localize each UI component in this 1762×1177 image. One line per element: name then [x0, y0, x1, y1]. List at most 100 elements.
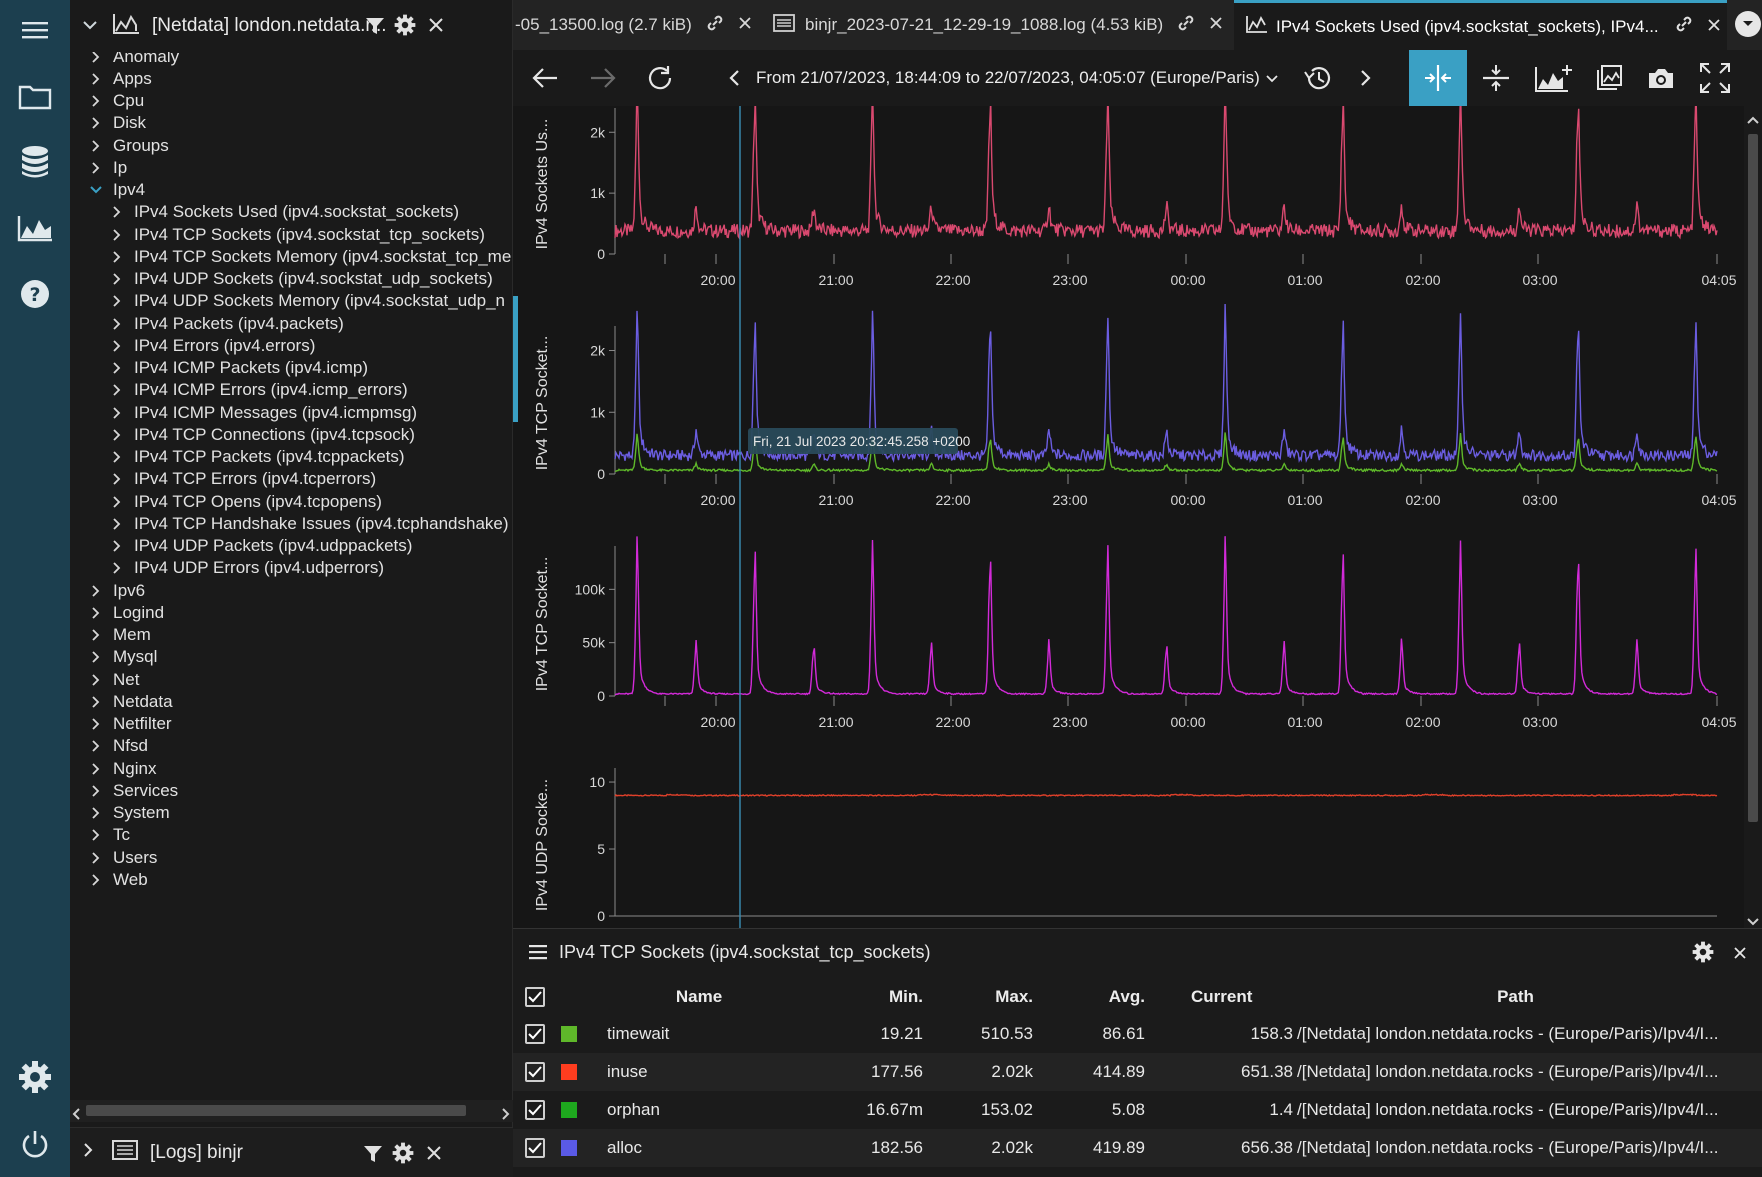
chevron-right-icon[interactable] — [108, 317, 126, 331]
chevron-right-icon[interactable] — [108, 539, 126, 553]
tree-item[interactable]: Groups — [87, 133, 169, 158]
header-avg[interactable]: Avg. — [1108, 987, 1145, 1006]
chevron-right-icon[interactable] — [108, 428, 126, 442]
tree-item[interactable]: IPv4 UDP Packets (ipv4.udppackets) — [108, 534, 412, 559]
tree-item[interactable]: Netdata — [87, 689, 173, 714]
folder-icon[interactable] — [15, 76, 55, 116]
table-row[interactable]: orphan 16.67m 153.02 5.08 1.4/[Netdata] lond… — [513, 1091, 1762, 1129]
chevron-right-icon[interactable] — [108, 205, 126, 219]
tree-item[interactable]: Users — [87, 845, 157, 870]
chevron-right-icon[interactable] — [87, 650, 105, 664]
history-icon[interactable] — [1295, 50, 1339, 106]
chart-icon[interactable] — [15, 208, 55, 248]
series-color-swatch[interactable] — [561, 1140, 577, 1156]
source-settings-icon[interactable] — [394, 14, 416, 41]
table-row[interactable]: timewait 19.21 510.53 86.61 158.3/[Netdata] … — [513, 1015, 1762, 1053]
chevron-right-icon[interactable] — [87, 606, 105, 620]
chevron-right-icon[interactable] — [87, 584, 105, 598]
chevron-right-icon[interactable] — [87, 628, 105, 642]
tree-item[interactable]: IPv4 TCP Handshake Issues (ipv4.tcphands… — [108, 511, 509, 536]
tree-item[interactable]: Netfilter — [87, 712, 172, 737]
tree-item[interactable]: IPv4 TCP Opens (ipv4.tcpopens) — [108, 489, 382, 514]
camera-icon[interactable] — [1635, 50, 1687, 106]
chevron-right-icon[interactable] — [87, 139, 105, 153]
chevron-right-icon[interactable] — [87, 762, 105, 776]
charts-area[interactable]: IPv4 Sockets Us... 2k 1k 0 20:00 21:00 22:00 23… — [513, 106, 1762, 928]
tree-item[interactable]: IPv4 ICMP Packets (ipv4.icmp) — [108, 356, 368, 381]
expand-chevron-icon[interactable] — [82, 1142, 94, 1163]
vertical-scrollbar[interactable] — [1744, 106, 1762, 928]
chevron-right-icon[interactable] — [108, 495, 126, 509]
filter-icon[interactable] — [365, 16, 385, 41]
header-max[interactable]: Max. — [995, 987, 1033, 1006]
panel-settings-icon[interactable] — [1692, 941, 1714, 968]
tree-item[interactable]: IPv4 TCP Sockets (ipv4.sockstat_tcp_sock… — [108, 222, 485, 247]
tree-item[interactable]: Services — [87, 778, 178, 803]
chevron-right-icon[interactable] — [87, 52, 105, 64]
next-range-icon[interactable] — [1351, 50, 1381, 106]
tree-item[interactable]: IPv4 Packets (ipv4.packets) — [108, 311, 344, 336]
database-icon[interactable] — [15, 142, 55, 182]
tree-item[interactable]: Nfsd — [87, 734, 148, 759]
fullscreen-icon[interactable] — [1687, 50, 1743, 106]
scroll-left-icon[interactable] — [72, 1105, 82, 1125]
series-checkbox[interactable] — [525, 1062, 545, 1082]
link-icon[interactable] — [1675, 15, 1693, 38]
tree-item[interactable]: Ipv4 — [87, 178, 145, 203]
tree-item[interactable]: IPv4 TCP Packets (ipv4.tcppackets) — [108, 445, 405, 470]
chevron-right-icon[interactable] — [87, 695, 105, 709]
tab-log-13500[interactable]: -05_13500.log (2.7 kiB) — [513, 0, 758, 50]
header-min[interactable]: Min. — [889, 987, 923, 1006]
previous-range-icon[interactable] — [719, 50, 749, 106]
table-row[interactable]: inuse 177.56 2.02k 414.89 651.38/[Netdata] l… — [513, 1053, 1762, 1091]
scrollbar-thumb[interactable] — [86, 1105, 466, 1116]
chevron-right-icon[interactable] — [87, 673, 105, 687]
logs-source-header[interactable]: [Logs] binjr — [70, 1127, 513, 1177]
chevron-right-icon[interactable] — [108, 472, 126, 486]
series-color-swatch[interactable] — [561, 1102, 577, 1118]
chevron-right-icon[interactable] — [87, 828, 105, 842]
scroll-right-icon[interactable] — [500, 1105, 510, 1125]
tree-item[interactable]: Net — [87, 667, 139, 692]
close-icon[interactable] — [428, 17, 444, 38]
tree-item[interactable]: Ip — [87, 155, 127, 180]
menu-icon[interactable] — [15, 10, 55, 50]
help-icon[interactable]: ? — [15, 274, 55, 314]
tree-item[interactable]: IPv4 TCP Errors (ipv4.tcperrors) — [108, 467, 376, 492]
chevron-right-icon[interactable] — [108, 517, 126, 531]
scroll-down-icon[interactable] — [1747, 912, 1759, 932]
chevron-right-icon[interactable] — [108, 450, 126, 464]
add-chart-icon[interactable] — [1525, 50, 1583, 106]
series-checkbox[interactable] — [525, 1024, 545, 1044]
horizontal-scrollbar[interactable] — [70, 1100, 513, 1122]
chevron-right-icon[interactable] — [87, 161, 105, 175]
tree-item[interactable]: Apps — [87, 66, 152, 91]
tree-item[interactable]: IPv4 TCP Connections (ipv4.tcpsock) — [108, 422, 415, 447]
chevron-right-icon[interactable] — [108, 272, 126, 286]
link-icon[interactable] — [706, 14, 724, 37]
tree-item[interactable]: IPv4 Errors (ipv4.errors) — [108, 333, 315, 358]
tree-item[interactable]: Web — [87, 867, 148, 892]
tree-item[interactable]: Logind — [87, 600, 164, 625]
tree-item[interactable]: IPv4 UDP Sockets Memory (ipv4.sockstat_u… — [108, 289, 505, 314]
close-tab-icon[interactable] — [1707, 17, 1721, 37]
scroll-up-icon[interactable] — [1747, 110, 1759, 130]
chevron-right-icon[interactable] — [108, 406, 126, 420]
tree-item[interactable]: IPv4 UDP Sockets (ipv4.sockstat_udp_sock… — [108, 267, 493, 292]
chevron-right-icon[interactable] — [108, 250, 126, 264]
tree-item[interactable]: IPv4 ICMP Messages (ipv4.icmpmsg) — [108, 400, 417, 425]
chevron-right-icon[interactable] — [87, 94, 105, 108]
header-current[interactable]: Current — [1191, 987, 1253, 1006]
hamburger-menu-icon[interactable] — [529, 944, 547, 965]
power-icon[interactable] — [15, 1124, 55, 1164]
link-icon[interactable] — [1177, 14, 1195, 37]
tree-item[interactable]: IPv4 Sockets Used (ipv4.sockstat_sockets… — [108, 200, 459, 225]
chevron-down-icon[interactable] — [87, 185, 105, 195]
chevron-right-icon[interactable] — [87, 72, 105, 86]
snapshot-worksheet-icon[interactable] — [1583, 50, 1635, 106]
header-path[interactable]: Path — [1497, 987, 1534, 1006]
chevron-right-icon[interactable] — [87, 851, 105, 865]
tree-item[interactable]: Mem — [87, 623, 151, 648]
chevron-right-icon[interactable] — [108, 383, 126, 397]
collapse-chevron-icon[interactable] — [82, 16, 98, 36]
